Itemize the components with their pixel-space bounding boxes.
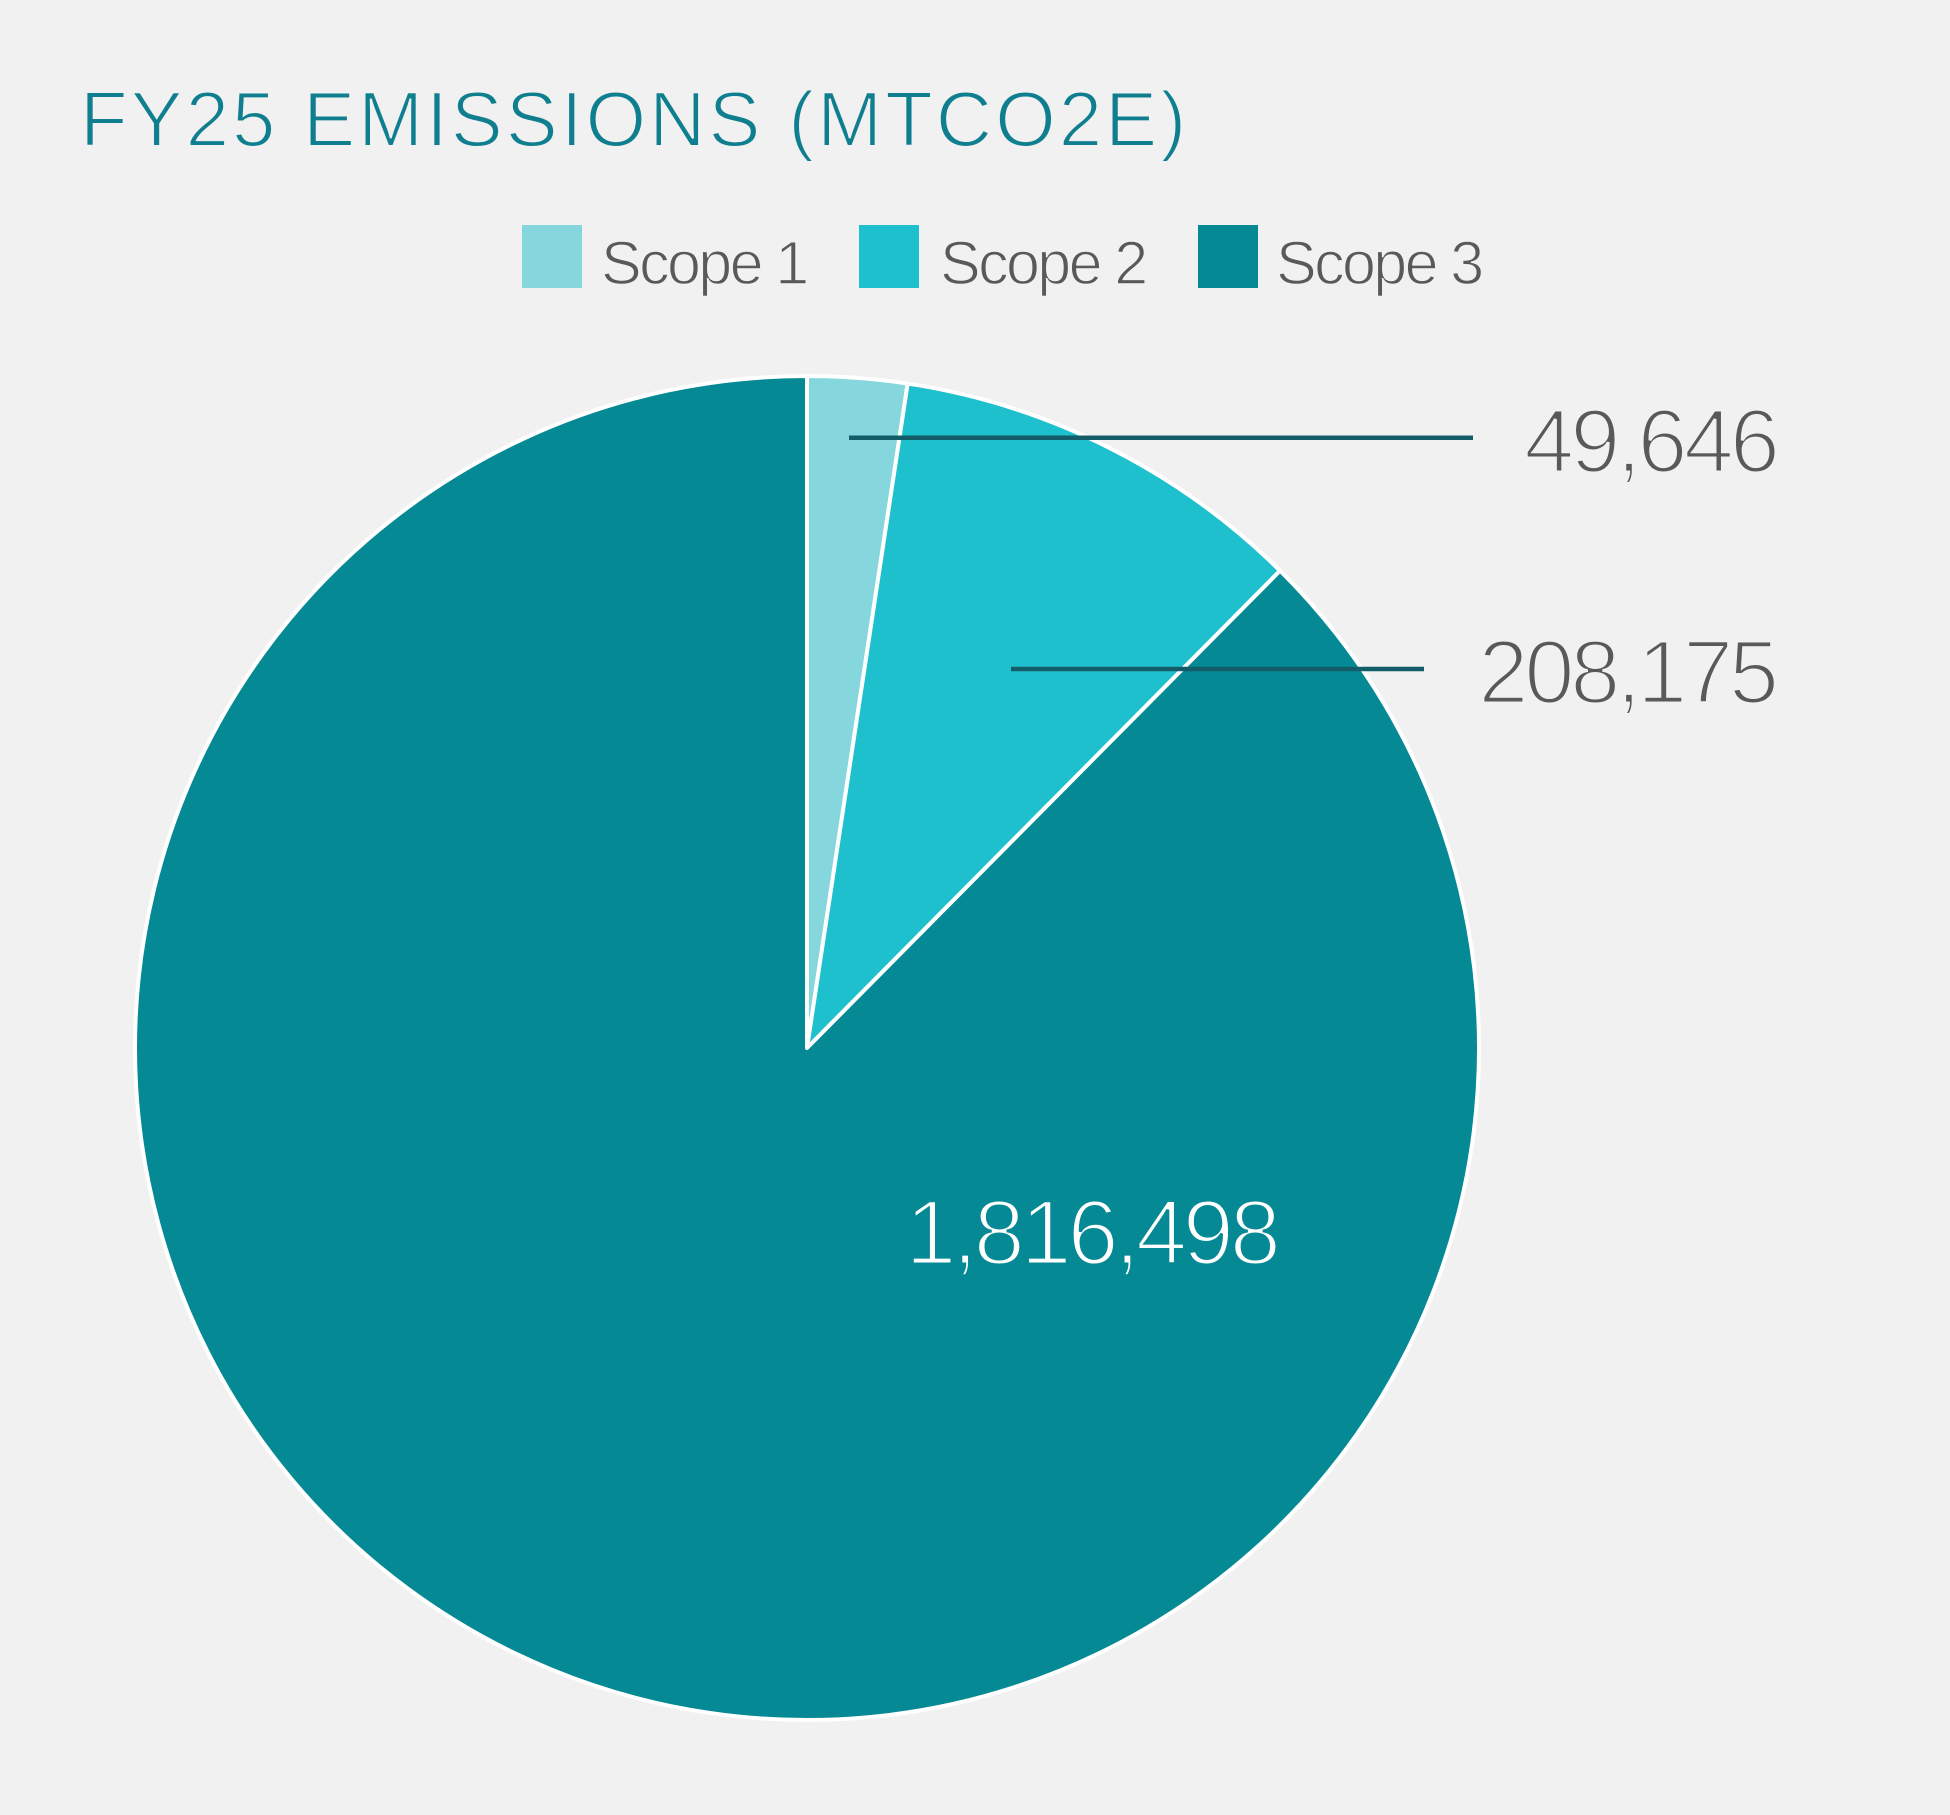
- svg-text:208,175: 208,175: [1478, 623, 1776, 723]
- svg-text:Scope 3: Scope 3: [1276, 229, 1482, 297]
- svg-text:Scope 1: Scope 1: [601, 229, 807, 297]
- svg-text:49,646: 49,646: [1524, 392, 1777, 492]
- svg-text:Scope 2: Scope 2: [940, 229, 1146, 297]
- svg-text:1,816,498: 1,816,498: [905, 1182, 1278, 1284]
- svg-text:FY25 EMISSIONS (MTCO2E): FY25 EMISSIONS (MTCO2E): [80, 75, 1189, 163]
